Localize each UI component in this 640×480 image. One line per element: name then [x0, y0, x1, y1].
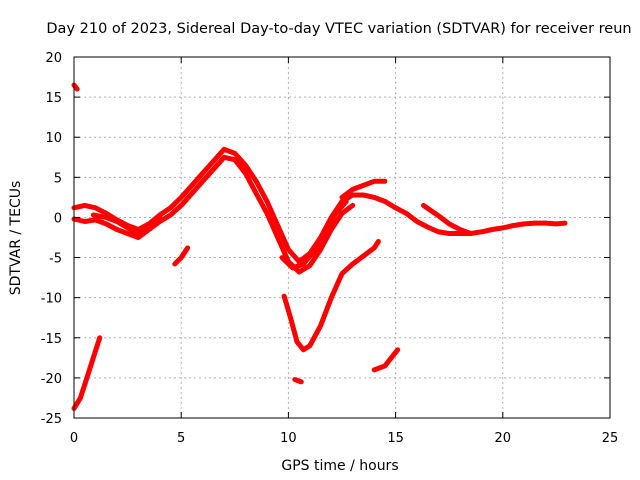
y-tick-label: 5	[54, 171, 62, 186]
series-arc-afternoon	[339, 178, 388, 200]
grid-layer	[74, 57, 610, 418]
x-tick-label: 10	[280, 431, 297, 446]
series-arc-midday	[279, 198, 349, 271]
y-tick-label: 0	[54, 211, 62, 226]
y-tick-label: 10	[45, 131, 62, 146]
y-tick-label: -10	[41, 292, 62, 307]
y-axis-label: SDTVAR / TECUs	[8, 181, 24, 296]
y-tick-label: -15	[41, 332, 62, 347]
x-tick-label: 15	[387, 431, 404, 446]
series-arc-short-5h	[172, 245, 191, 267]
plot-frame	[73, 56, 611, 419]
series-layer	[71, 82, 568, 411]
y-tick-label: 15	[45, 91, 62, 106]
series-arc-early	[90, 212, 163, 236]
chart-title: Day 210 of 2023, Sidereal Day-to-day VTE…	[46, 21, 631, 37]
x-axis-label: GPS time / hours	[281, 458, 398, 474]
x-tick-label: 5	[177, 431, 185, 446]
series-arc-short-10h	[292, 377, 304, 385]
tick-layer: 0 5 10 15 20 25 -25 -20 -15 -10 -5 0 5 10 15 20	[41, 51, 619, 446]
series-arc-deep-dip	[281, 239, 381, 353]
y-tick-label: 20	[45, 51, 62, 66]
series-arc-main-lower	[71, 154, 356, 275]
y-tick-label: -20	[41, 372, 62, 387]
x-tick-label: 0	[70, 431, 78, 446]
x-tick-label: 25	[602, 431, 619, 446]
x-tick-label: 20	[495, 431, 512, 446]
series-arc-start-high	[71, 82, 80, 92]
series-arc-start-rise	[71, 335, 103, 411]
series-arc-late	[421, 202, 474, 236]
series-arc-short-14h	[371, 347, 401, 373]
y-tick-label: -5	[49, 252, 62, 267]
y-tick-label: -25	[41, 412, 62, 427]
